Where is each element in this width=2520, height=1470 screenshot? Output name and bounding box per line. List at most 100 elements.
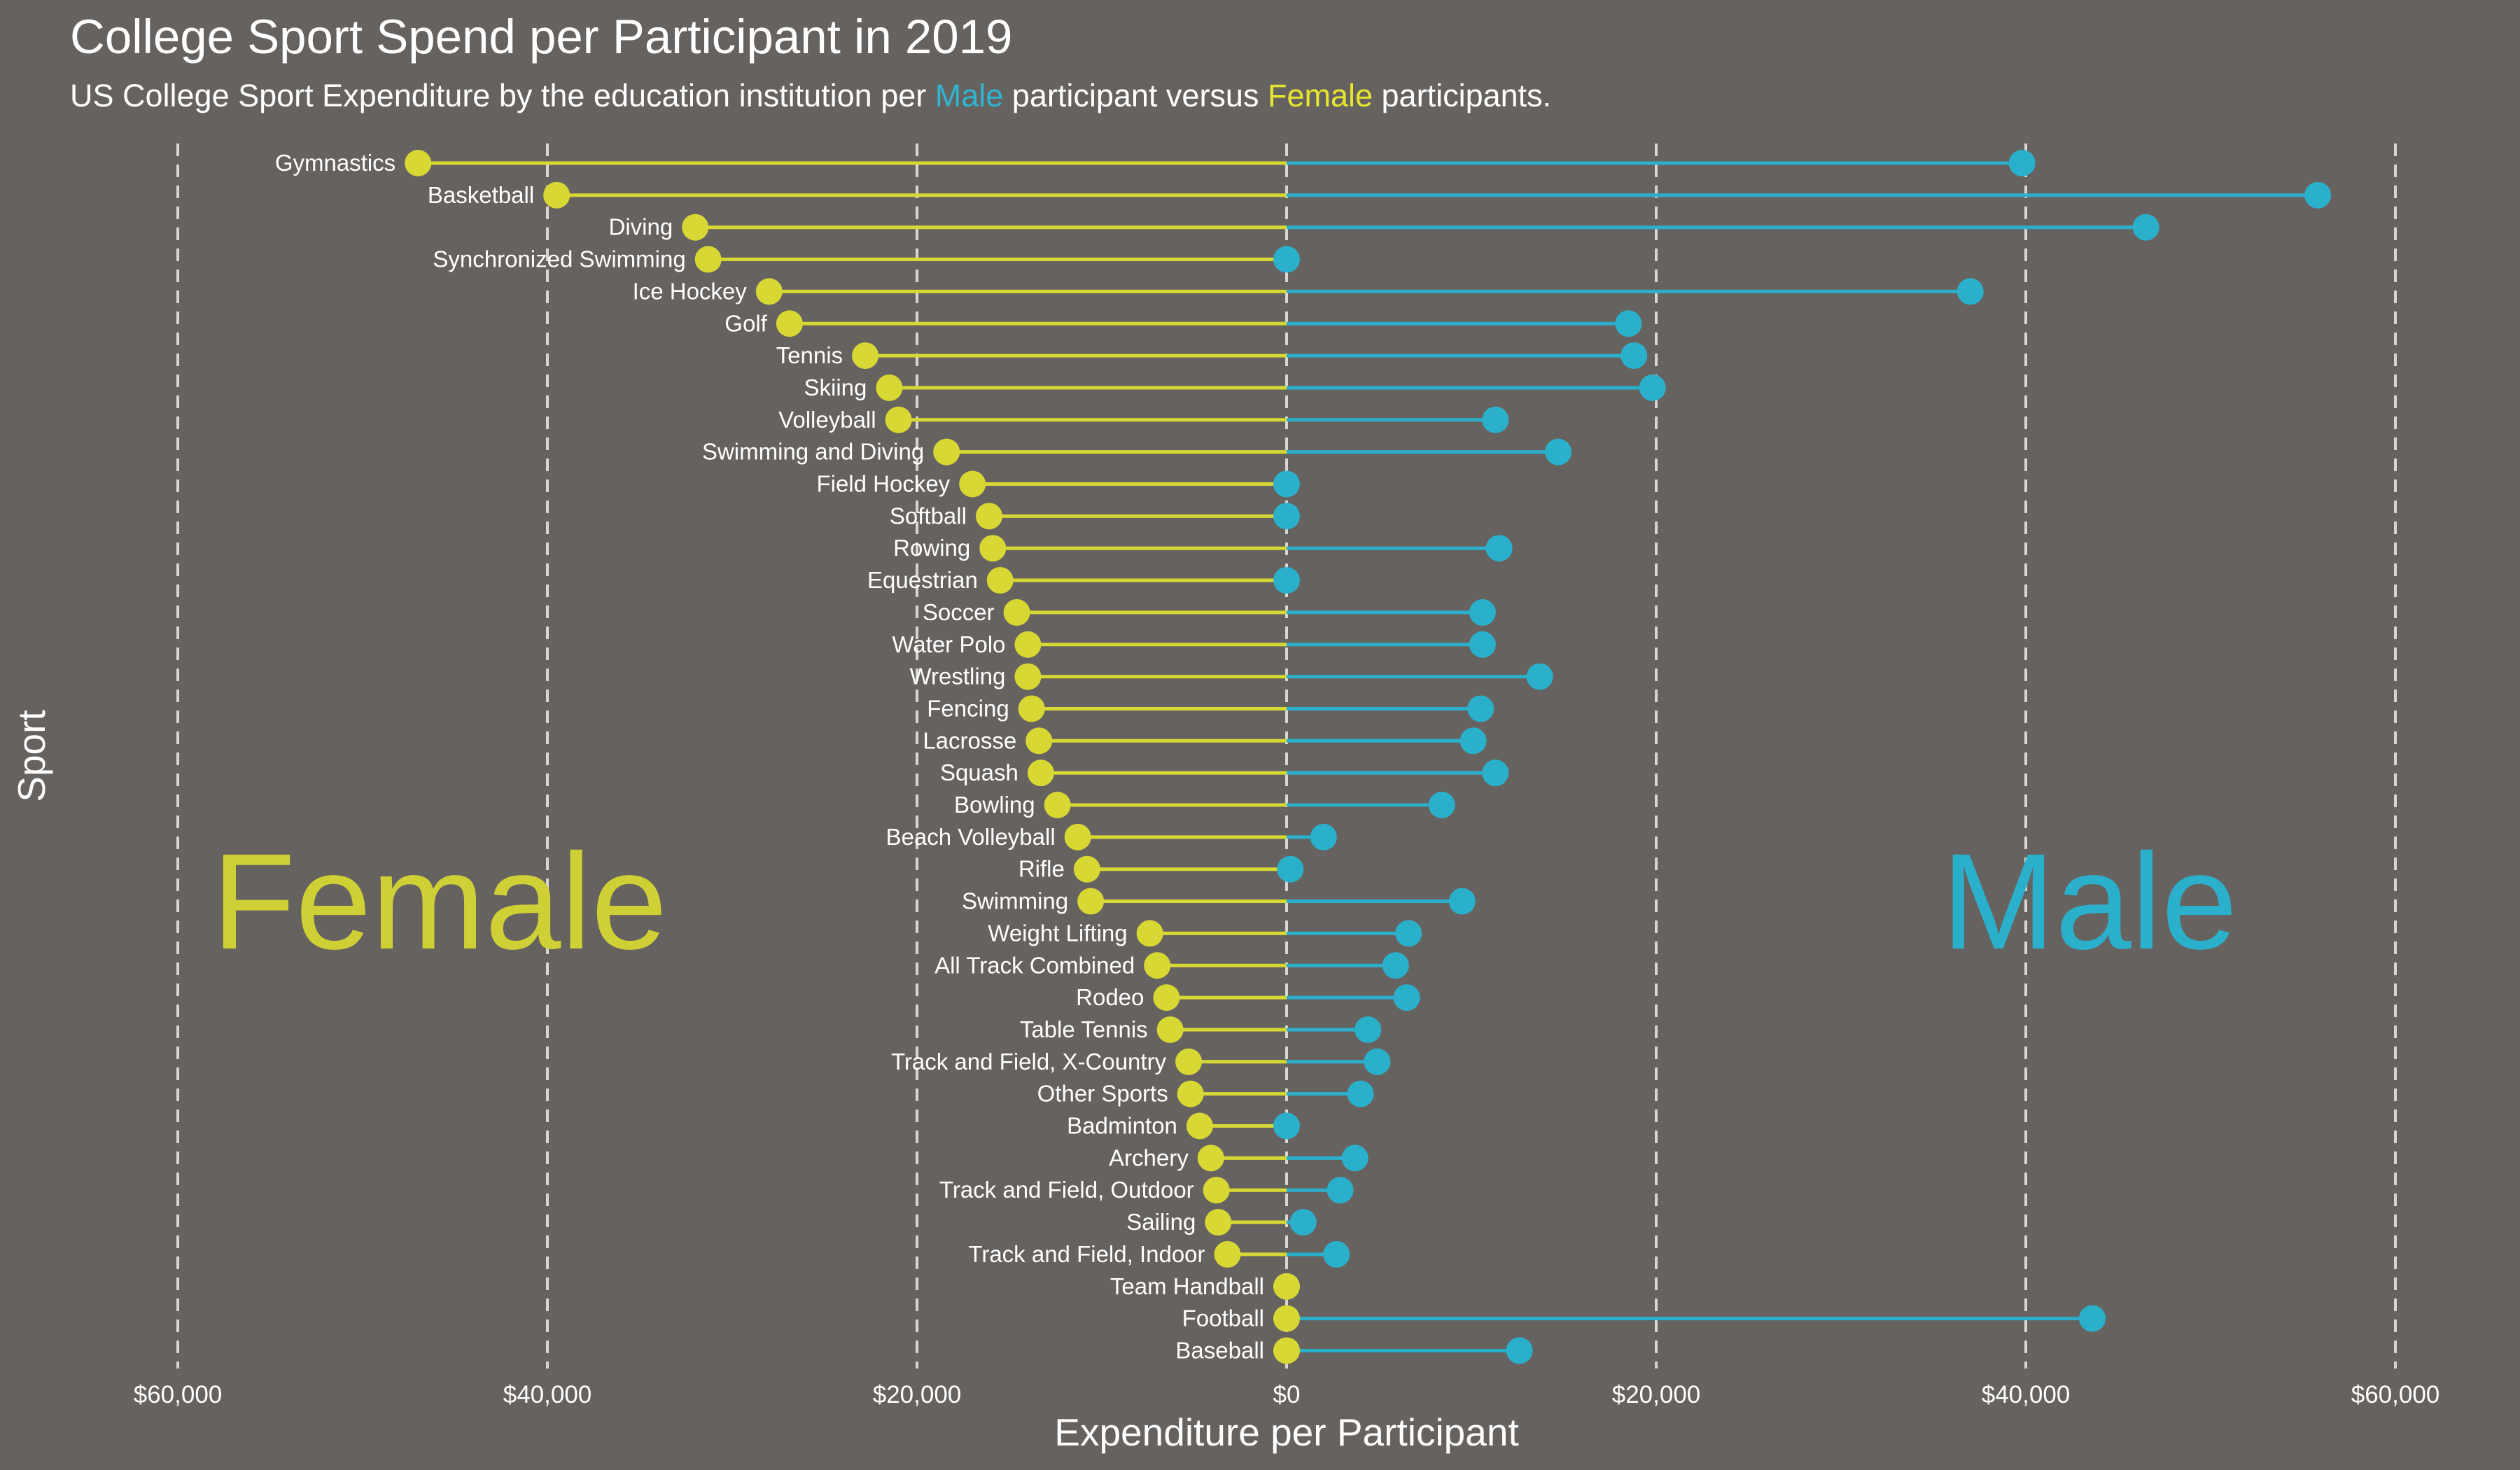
dot-female-softball [975,503,1002,530]
x-tick-label: $0 [1273,1381,1301,1408]
dot-male-tennis [1620,342,1648,370]
dot-male-rodeo [1393,984,1420,1011]
dot-female-table-tennis [1156,1016,1184,1043]
dot-female-track-and-field-outdoor [1203,1177,1230,1204]
dot-female-all-track-combined [1144,952,1171,979]
sport-label-badminton: Badminton [1067,1113,1177,1139]
sport-label-swimming: Swimming [962,888,1068,914]
dot-female-field-hockey [959,470,986,498]
subtitle-male-word: Male [935,78,1004,113]
dot-male-wrestling [1526,663,1553,690]
dot-male-water-polo [1469,631,1496,658]
sport-label-squash: Squash [940,760,1018,785]
sport-label-skiing: Skiing [804,374,867,400]
dot-female-rifle [1073,855,1100,883]
dot-male-track-and-field-outdoor [1326,1177,1354,1204]
dot-female-bowling [1044,792,1071,818]
dot-female-baseball [1273,1337,1300,1364]
dot-male-table-tennis [1354,1016,1382,1043]
dot-female-weight-lifting [1136,920,1163,947]
dot-male-other-sports [1347,1080,1374,1107]
sport-label-golf: Golf [724,310,767,336]
dot-female-diving [682,214,709,241]
dot-male-baseball [1506,1337,1533,1364]
dot-male-synchronized-swimming [1273,246,1300,273]
sport-label-equestrian: Equestrian [867,567,978,593]
dot-female-badminton [1186,1112,1213,1140]
dot-male-basketball [2304,181,2332,209]
sport-label-ice-hockey: Ice Hockey [633,278,748,304]
dot-female-squash [1027,760,1054,787]
dot-female-beach-volleyball [1064,823,1091,850]
dot-male-swimming-and-diving [1545,438,1572,465]
sport-label-tennis: Tennis [776,342,843,368]
sport-label-rifle: Rifle [1018,856,1065,882]
sport-label-field-hockey: Field Hockey [816,471,950,497]
x-tick-label: $40,000 [1982,1381,2071,1408]
dot-female-football [1273,1305,1300,1332]
dot-male-softball [1273,503,1300,530]
dot-male-equestrian [1273,567,1300,594]
sport-label-soccer: Soccer [923,599,995,625]
dot-female-equestrian [986,567,1014,594]
dot-male-archery [1341,1144,1368,1172]
dot-male-beach-volleyball [1310,823,1337,850]
sport-label-archery: Archery [1109,1144,1189,1170]
sport-label-gymnastics: Gymnastics [275,150,396,176]
x-tick-label: $60,000 [2351,1381,2440,1408]
sport-label-track-and-field-x-country: Track and Field, X-Country [891,1049,1167,1074]
dumbbell-dots [405,150,2332,1364]
dot-male-volleyball [1482,406,1509,433]
sport-label-sailing: Sailing [1126,1209,1196,1235]
dot-male-bowling [1428,792,1455,818]
dot-female-ice-hockey [755,278,783,305]
dot-female-rowing [979,535,1007,562]
chart-subtitle: US College Sport Expenditure by the educ… [70,78,1551,113]
sport-label-all-track-combined: All Track Combined [934,952,1135,978]
dot-male-football [2079,1305,2106,1332]
sport-label-volleyball: Volleyball [778,407,876,433]
dot-female-track-and-field-x-country [1175,1048,1203,1075]
dot-female-synchronized-swimming [694,246,722,273]
dot-female-rodeo [1153,984,1180,1011]
sport-label-rowing: Rowing [893,535,970,561]
sport-label-table-tennis: Table Tennis [1020,1016,1148,1042]
dot-male-badminton [1273,1112,1300,1140]
dot-male-golf [1615,310,1642,337]
female-annotation: Female [212,825,667,978]
male-annotation: Male [1942,825,2238,978]
y-axis-title: Sport [10,710,53,802]
dot-male-skiing [1639,374,1666,401]
dot-male-lacrosse [1460,727,1487,755]
dot-male-rifle [1277,855,1304,883]
dot-male-track-and-field-x-country [1364,1048,1391,1075]
dot-female-track-and-field-indoor [1214,1240,1241,1268]
sport-label-bowling: Bowling [954,792,1035,818]
dot-male-weight-lifting [1395,920,1422,947]
x-tick-label: $40,000 [503,1381,592,1408]
x-tick-label: $20,000 [1612,1381,1701,1408]
dot-male-swimming [1448,888,1476,915]
dot-female-lacrosse [1026,727,1053,755]
dot-female-fencing [1018,695,1045,722]
dot-male-diving [2132,214,2160,241]
sport-label-track-and-field-indoor: Track and Field, Indoor [968,1241,1205,1267]
x-axis-ticks: $60,000 $40,000 $20,000 $0 $20,000 $40,000 $60… [134,1381,2440,1408]
subtitle-female-word: Female [1268,78,1373,113]
dumbbell-segments [418,161,2318,1352]
subtitle-middle: participant versus [1003,78,1268,113]
sport-label-water-polo: Water Polo [892,631,1005,657]
dot-female-golf [776,310,803,337]
dot-male-all-track-combined [1382,952,1409,979]
dot-male-fencing [1467,695,1494,722]
sport-label-rodeo: Rodeo [1076,984,1144,1010]
sport-label-weight-lifting: Weight Lifting [988,920,1127,946]
dot-female-wrestling [1014,663,1042,690]
sport-label-fencing: Fencing [927,695,1009,721]
sport-label-football: Football [1182,1306,1264,1331]
sport-label-beach-volleyball: Beach Volleyball [886,824,1056,850]
dot-female-gymnastics [405,150,432,176]
sport-label-softball: Softball [890,503,967,528]
